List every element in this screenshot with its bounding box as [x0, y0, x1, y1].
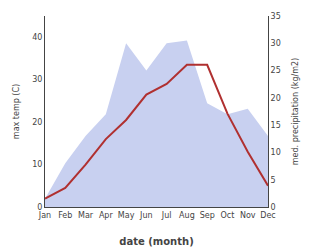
- svg-text:0: 0: [37, 203, 42, 212]
- svg-text:Jun: Jun: [139, 211, 153, 220]
- svg-text:Feb: Feb: [58, 211, 72, 220]
- svg-text:0: 0: [271, 203, 276, 212]
- svg-text:25: 25: [271, 66, 281, 75]
- svg-text:Apr: Apr: [99, 211, 114, 220]
- svg-text:Jul: Jul: [161, 211, 172, 220]
- svg-text:20: 20: [271, 94, 281, 103]
- svg-text:5: 5: [271, 176, 276, 185]
- svg-text:Jan: Jan: [38, 211, 51, 220]
- svg-text:max temp (C): max temp (C): [12, 84, 21, 139]
- svg-text:10: 10: [32, 160, 42, 169]
- svg-text:med. precipitation (kg/m2): med. precipitation (kg/m2): [291, 58, 300, 165]
- svg-text:20: 20: [32, 118, 42, 127]
- svg-text:10: 10: [271, 148, 281, 157]
- svg-text:40: 40: [32, 33, 42, 42]
- svg-text:Oct: Oct: [221, 211, 235, 220]
- svg-text:Aug: Aug: [179, 211, 195, 220]
- svg-text:date (month): date (month): [119, 236, 193, 247]
- svg-text:30: 30: [271, 39, 281, 48]
- svg-text:Mar: Mar: [78, 211, 94, 220]
- svg-text:15: 15: [271, 121, 281, 130]
- svg-text:35: 35: [271, 12, 281, 21]
- svg-text:May: May: [118, 211, 135, 220]
- svg-text:Nov: Nov: [240, 211, 256, 220]
- svg-text:Sep: Sep: [200, 211, 215, 220]
- svg-text:30: 30: [32, 75, 42, 84]
- svg-text:Dec: Dec: [260, 211, 275, 220]
